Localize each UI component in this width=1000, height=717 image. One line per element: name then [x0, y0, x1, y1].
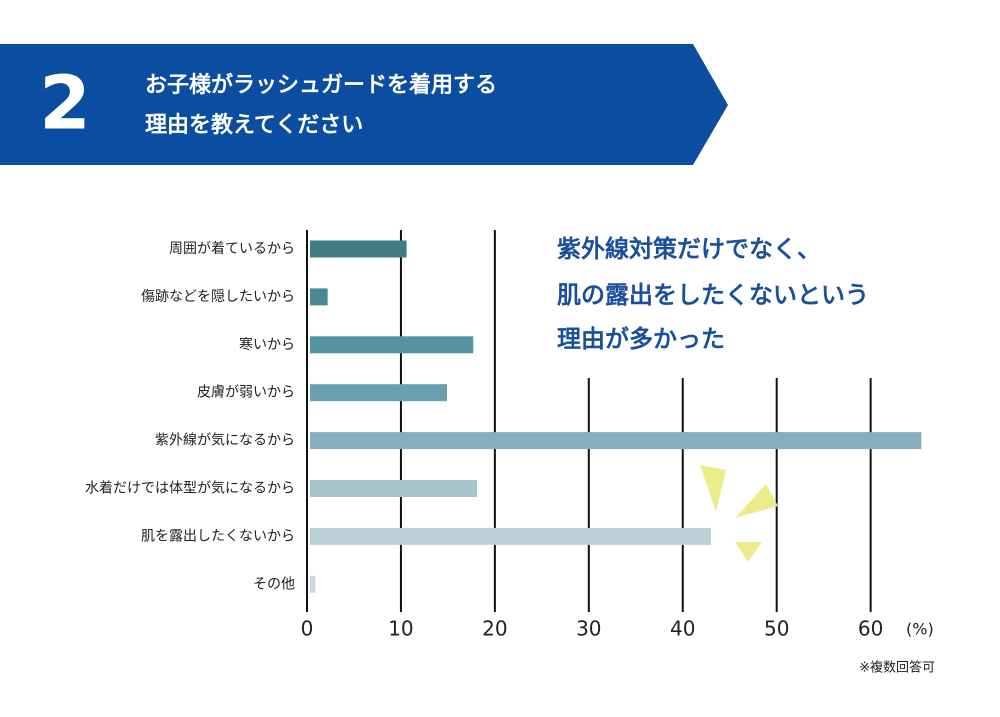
- bar: [310, 240, 407, 258]
- y-tick-label: 傷跡などを隠したいから: [141, 289, 295, 305]
- decoration: [700, 465, 726, 512]
- bar: [310, 527, 711, 545]
- bar: [310, 575, 316, 593]
- note: ※複数回答可: [859, 660, 935, 676]
- y-tick-label: 寒いから: [239, 336, 295, 353]
- annotation: 理由が多かった: [557, 325, 725, 353]
- x-tick-label: 40: [670, 617, 695, 641]
- decoration: [735, 542, 762, 562]
- header-number: 2: [39, 61, 91, 147]
- bar: [310, 384, 447, 402]
- x-tick-label: 10: [388, 617, 413, 641]
- y-tick-label: 紫外線が気になるから: [155, 433, 295, 449]
- decoration: [735, 484, 778, 518]
- header-title: お子様がラッシュガードを着用する: [145, 72, 497, 98]
- y-tick-label: 水着だけでは体型が気になるから: [85, 481, 295, 497]
- header-band: [0, 44, 728, 165]
- x-tick-label: 60: [858, 617, 883, 641]
- bar: [310, 480, 478, 497]
- y-tick-label: 周囲が着ているから: [169, 241, 295, 257]
- x-tick-label: 50: [764, 617, 789, 641]
- bar: [310, 432, 922, 450]
- y-tick-label: 肌を露出したくないから: [141, 528, 295, 544]
- bar: [310, 336, 474, 354]
- x-tick-label: 0: [301, 617, 314, 641]
- unit-label: (%): [906, 620, 934, 639]
- plot: 0 10 20 30 40 50 60 周囲が着ているから傷跡などを隠したいから寒いから皮膚が…: [85, 230, 922, 641]
- y-tick-label: 皮膚が弱いから: [197, 385, 295, 401]
- x-tick-label: 20: [482, 617, 507, 641]
- y-tick-label: その他: [253, 576, 295, 592]
- annotation: 肌の露出をしたくないという: [557, 281, 869, 309]
- x-tick-label: 30: [576, 617, 601, 641]
- annotation: 紫外線対策だけでなく、: [557, 235, 821, 263]
- header-title: 理由を教えてください: [145, 112, 363, 138]
- bar: [310, 288, 328, 306]
